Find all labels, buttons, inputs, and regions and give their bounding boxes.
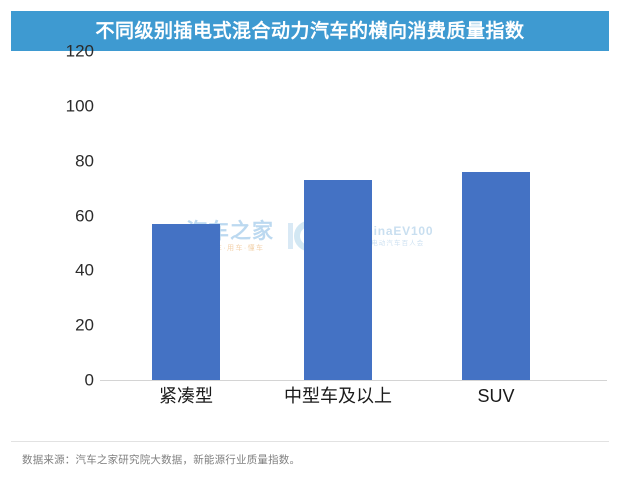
bar-compact[interactable] xyxy=(152,223,220,380)
y-tick-label: 40 xyxy=(75,260,94,280)
y-tick-label: 80 xyxy=(75,151,94,171)
x-tick-label-suv: SUV xyxy=(477,386,515,406)
bars-layer xyxy=(100,51,607,380)
y-tick-label: 60 xyxy=(75,206,94,225)
x-axis: 紧凑型 中型车及以上 SUV xyxy=(100,386,607,421)
y-tick-label: 20 xyxy=(75,315,94,335)
bar-slot xyxy=(304,51,372,380)
x-axis-line xyxy=(100,380,607,381)
footer-divider xyxy=(11,441,609,442)
x-tick-label-compact: 紧凑型 xyxy=(159,386,213,406)
page-title: 不同级别插电式混合动力汽车的横向消费质量指数 xyxy=(95,20,525,42)
x-tick-label-midsize: 中型车及以上 xyxy=(284,386,392,406)
plot-area: 120 100 80 60 40 20 0 汽车之家 看车·买车·用车·懂车 xyxy=(0,43,620,441)
chart-title-band: 不同级别插电式混合动力汽车的横向消费质量指数 xyxy=(11,11,609,51)
bar-slot xyxy=(152,51,220,380)
bar-suv[interactable] xyxy=(462,171,530,380)
bar-midsize-and-above[interactable] xyxy=(304,179,372,380)
y-tick-label: 0 xyxy=(84,370,94,390)
source-note: 数据来源：汽车之家研究院大数据，新能源行业质量指数。 xyxy=(22,454,301,466)
bar-slot xyxy=(462,51,530,380)
y-tick-label: 120 xyxy=(65,41,94,61)
y-axis: 120 100 80 60 40 20 0 xyxy=(38,43,94,391)
y-tick-label: 100 xyxy=(65,96,94,116)
